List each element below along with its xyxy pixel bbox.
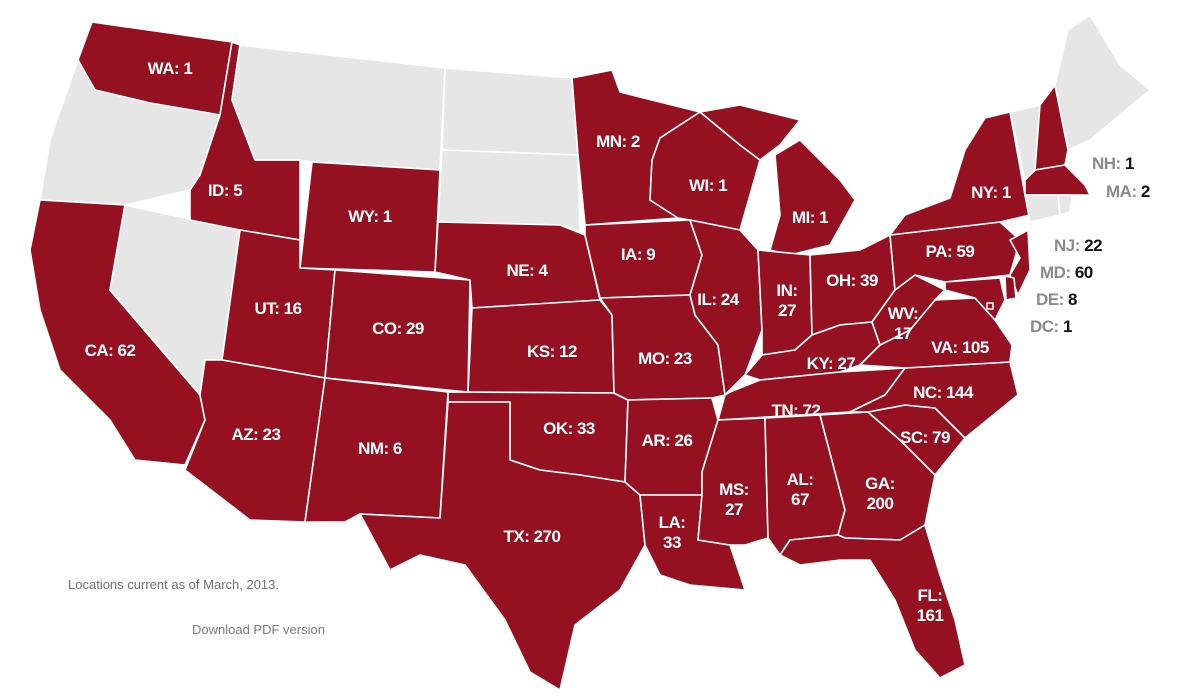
- label-ms: MS: 27: [719, 480, 749, 519]
- state-ri[interactable]: [1057, 194, 1073, 216]
- state-sd[interactable]: [437, 149, 581, 233]
- label-id: ID: 5: [208, 181, 242, 200]
- state-dc[interactable]: [986, 302, 994, 310]
- state-tx[interactable]: [359, 401, 646, 691]
- state-mt[interactable]: [231, 44, 446, 171]
- label-nc: NC: 144: [913, 383, 974, 402]
- state-ma[interactable]: [1024, 164, 1091, 196]
- label-nj: NJ: 22: [1054, 236, 1102, 255]
- state-nc[interactable]: [849, 361, 1019, 439]
- label-il: IL: 24: [697, 290, 739, 309]
- label-tx: TX: 270: [504, 527, 561, 546]
- state-de[interactable]: [1004, 275, 1017, 301]
- label-fl: FL: 161: [917, 586, 944, 625]
- footnote: Locations current as of March, 2013.: [68, 577, 280, 592]
- state-me[interactable]: [1054, 14, 1151, 151]
- state-nj[interactable]: [1009, 229, 1031, 296]
- label-wy: WY: 1: [348, 207, 392, 226]
- label-nm: NM: 6: [358, 439, 402, 458]
- label-az: AZ: 23: [232, 425, 281, 444]
- state-mi[interactable]: [699, 104, 856, 256]
- label-pa: PA: 59: [926, 242, 975, 261]
- download-pdf-link[interactable]: Download PDF version: [192, 622, 325, 637]
- state-ny[interactable]: [889, 111, 1031, 236]
- label-la: LA: 33: [659, 513, 686, 552]
- label-in: IN: 27: [776, 281, 797, 320]
- label-ks: KS: 12: [527, 342, 577, 361]
- label-oh: OH: 39: [826, 271, 878, 290]
- label-mo: MO: 23: [638, 349, 692, 368]
- label-de: DE: 8: [1036, 290, 1077, 309]
- label-ky: KY: 27: [807, 354, 856, 373]
- state-nd[interactable]: [441, 67, 579, 156]
- state-ct[interactable]: [1024, 194, 1061, 223]
- label-ne: NE: 4: [507, 261, 549, 280]
- state-pa[interactable]: [889, 221, 1021, 291]
- label-ca: CA: 62: [85, 341, 136, 360]
- label-md: MD: 60: [1040, 263, 1093, 282]
- label-ia: IA: 9: [621, 245, 655, 264]
- state-fl[interactable]: [779, 524, 966, 679]
- label-nh: NH: 1: [1092, 154, 1134, 173]
- label-mi: MI: 1: [792, 208, 828, 227]
- label-ok: OK: 33: [543, 419, 595, 438]
- label-va: VA: 105: [931, 338, 989, 357]
- label-ar: AR: 26: [642, 431, 693, 450]
- label-sc: SC: 79: [900, 428, 950, 447]
- external-labels: NH: 1 MA: 2 NJ: 22 MD: 60 DE: 8 DC: 1: [1030, 154, 1150, 336]
- label-al: AL: 67: [787, 470, 814, 509]
- label-wi: WI: 1: [689, 176, 727, 195]
- label-ut: UT: 16: [254, 299, 301, 318]
- label-ga: GA: 200: [865, 474, 895, 513]
- label-ma: MA: 2: [1106, 182, 1150, 201]
- label-ny: NY: 1: [971, 183, 1011, 202]
- label-wa: WA: 1: [148, 59, 193, 78]
- label-tn: TN: 72: [772, 401, 821, 420]
- state-nh[interactable]: [1034, 84, 1069, 171]
- state-labels: WA: 1 ID: 5 WY: 1 UT: 16 CO: 29 CA: 62 A…: [85, 59, 1012, 625]
- label-dc: DC: 1: [1030, 317, 1072, 336]
- label-wv: WV: 17: [888, 304, 919, 343]
- label-co: CO: 29: [372, 319, 424, 338]
- label-mn: MN: 2: [596, 132, 640, 151]
